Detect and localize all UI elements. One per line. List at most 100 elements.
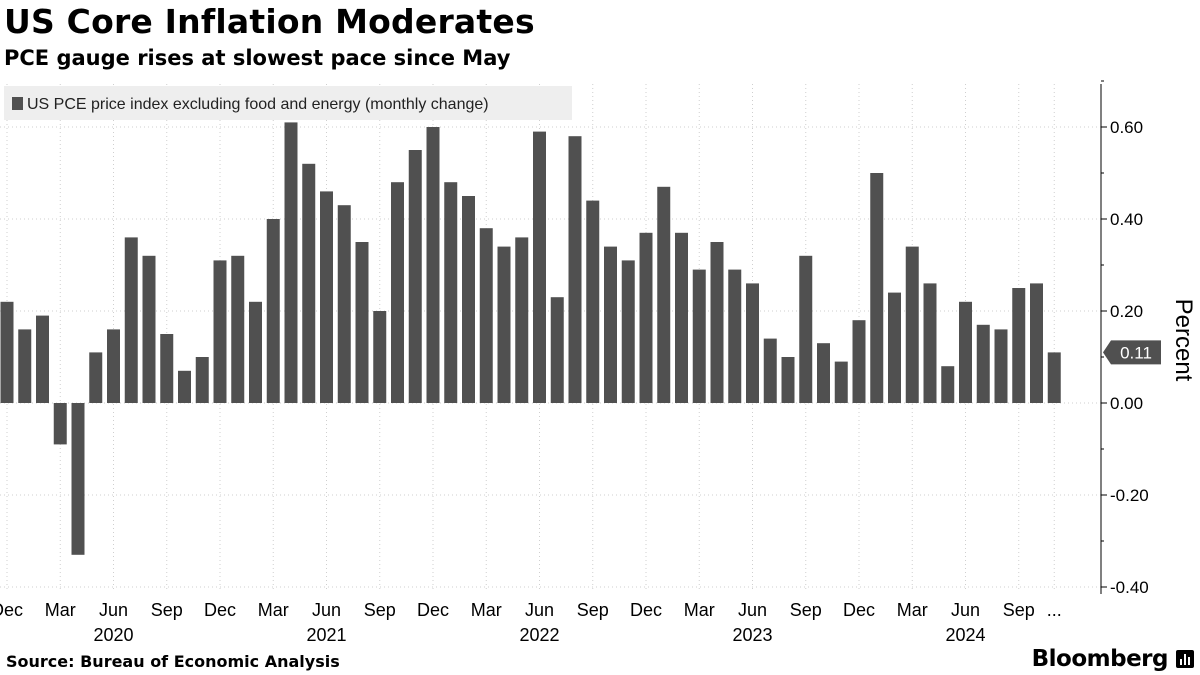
bar-oct-2022 xyxy=(604,246,617,403)
bar-jun-2024 xyxy=(959,301,972,403)
callout-pointer xyxy=(1103,340,1161,365)
bar-feb-2020 xyxy=(36,315,49,403)
bar-mar-2023 xyxy=(692,269,706,403)
bar-jan-2022 xyxy=(444,182,458,403)
bar-dec-2019 xyxy=(0,301,14,403)
bar-may-2024 xyxy=(941,366,955,403)
bar-may-2022 xyxy=(515,237,529,403)
last-value-callout: 0.11 xyxy=(1103,340,1161,365)
bar-sep-2020 xyxy=(160,334,174,403)
bar-dec-2020 xyxy=(213,260,227,403)
bar-apr-2023 xyxy=(710,242,724,403)
bar-apr-2022 xyxy=(497,246,511,403)
bar-jan-2024 xyxy=(870,173,884,403)
x-tick-label: Jun xyxy=(99,600,128,620)
y-tick-label: 0.40 xyxy=(1110,210,1143,229)
bar-jun-2022 xyxy=(533,131,546,403)
callout-value: 0.11 xyxy=(1120,343,1152,362)
x-tick-label: Sep xyxy=(364,600,396,620)
bar-nov-2020 xyxy=(195,357,209,403)
bar-oct-2024 xyxy=(1030,283,1043,403)
y-tick-label: 0.20 xyxy=(1110,302,1143,321)
bar-dec-2023 xyxy=(852,320,866,403)
x-tick-label: Jun xyxy=(525,600,554,620)
bar-jul-2023 xyxy=(763,338,777,403)
bar-may-2023 xyxy=(728,269,742,403)
bloomberg-logo: Bloomberg xyxy=(1031,646,1169,672)
bar-feb-2021 xyxy=(249,301,262,403)
x-tick-label: Dec xyxy=(204,600,236,620)
legend-label: US PCE price index excluding food and en… xyxy=(27,96,489,113)
bar-jun-2023 xyxy=(746,283,759,403)
x-tick-label: Jun xyxy=(312,600,341,620)
bar-jan-2023 xyxy=(657,186,671,403)
x-tick-label: Sep xyxy=(151,600,183,620)
x-tick-label: ... xyxy=(1047,600,1062,620)
x-tick-label: Mar xyxy=(684,600,715,620)
y-tick-label: -0.20 xyxy=(1110,486,1149,505)
bar-mar-2022 xyxy=(479,228,493,403)
legend-swatch xyxy=(12,97,23,110)
x-tick-label: Sep xyxy=(577,600,609,620)
bar-apr-2020 xyxy=(71,403,85,555)
bar-oct-2021 xyxy=(391,182,404,403)
chart-title: US Core Inflation Moderates xyxy=(4,2,535,41)
bar-apr-2024 xyxy=(923,283,937,403)
bar-feb-2023 xyxy=(675,232,688,403)
x-tick-label: Dec xyxy=(843,600,875,620)
bar-jun-2021 xyxy=(320,191,333,403)
x-tick-label: Mar xyxy=(258,600,289,620)
bar-nov-2024 xyxy=(1047,352,1061,403)
y-tick-label: 0.00 xyxy=(1110,394,1143,413)
x-year-label: 2023 xyxy=(732,625,772,645)
y-tick-label: 0.60 xyxy=(1110,118,1143,137)
x-year-label: 2024 xyxy=(945,625,985,645)
bar-mar-2020 xyxy=(53,403,67,445)
y-axis-title: Percent xyxy=(1170,299,1197,382)
bar-mar-2021 xyxy=(266,219,280,403)
x-tick-label: Dec xyxy=(630,600,662,620)
x-tick-label: Mar xyxy=(45,600,76,620)
bar-aug-2021 xyxy=(355,242,369,403)
bar-nov-2021 xyxy=(408,150,422,403)
bar-feb-2022 xyxy=(462,196,475,403)
bar-sep-2023 xyxy=(799,255,813,403)
bars xyxy=(0,122,1061,555)
bar-mar-2024 xyxy=(905,246,919,403)
source-note: Source: Bureau of Economic Analysis xyxy=(6,652,340,671)
bar-nov-2023 xyxy=(834,361,848,403)
legend-background xyxy=(4,86,572,120)
bar-jun-2020 xyxy=(107,329,120,403)
bar-dec-2021 xyxy=(426,127,440,403)
bar-nov-2022 xyxy=(621,260,635,403)
bar-sep-2024 xyxy=(1012,288,1026,403)
bar-sep-2021 xyxy=(373,311,387,403)
x-tick-label: Jun xyxy=(738,600,767,620)
bar-jul-2020 xyxy=(124,237,138,403)
y-axis: 0.60 0.40 0.20 0.00 -0.20 -0.40 xyxy=(1100,80,1149,597)
bloomberg-bars-icon xyxy=(1176,650,1194,668)
bar-jul-2022 xyxy=(550,297,564,403)
bar-aug-2020 xyxy=(142,255,156,403)
bar-aug-2022 xyxy=(568,136,582,403)
bar-aug-2023 xyxy=(781,357,795,403)
x-year-label: 2022 xyxy=(519,625,559,645)
bar-dec-2022 xyxy=(639,232,653,403)
legend: US PCE price index excluding food and en… xyxy=(4,86,572,120)
x-tick-label: Mar xyxy=(897,600,928,620)
bar-may-2020 xyxy=(89,352,103,403)
x-tick-label: Dec xyxy=(417,600,449,620)
y-tick-label: -0.40 xyxy=(1110,578,1149,597)
chart-subtitle: PCE gauge rises at slowest pace since Ma… xyxy=(4,46,511,70)
bar-oct-2023 xyxy=(817,343,830,403)
x-tick-label: Sep xyxy=(1003,600,1035,620)
bar-jan-2021 xyxy=(231,255,245,403)
bar-may-2021 xyxy=(302,163,316,403)
x-tick-label: Mar xyxy=(471,600,502,620)
bar-jul-2024 xyxy=(976,324,990,403)
x-axis-labels: Dec Mar Jun Sep Dec Mar Jun Sep Dec Mar Jun Sep Dec M… xyxy=(0,600,1062,645)
bar-jan-2020 xyxy=(18,329,32,403)
bar-oct-2020 xyxy=(178,370,191,403)
x-tick-label: Sep xyxy=(790,600,822,620)
